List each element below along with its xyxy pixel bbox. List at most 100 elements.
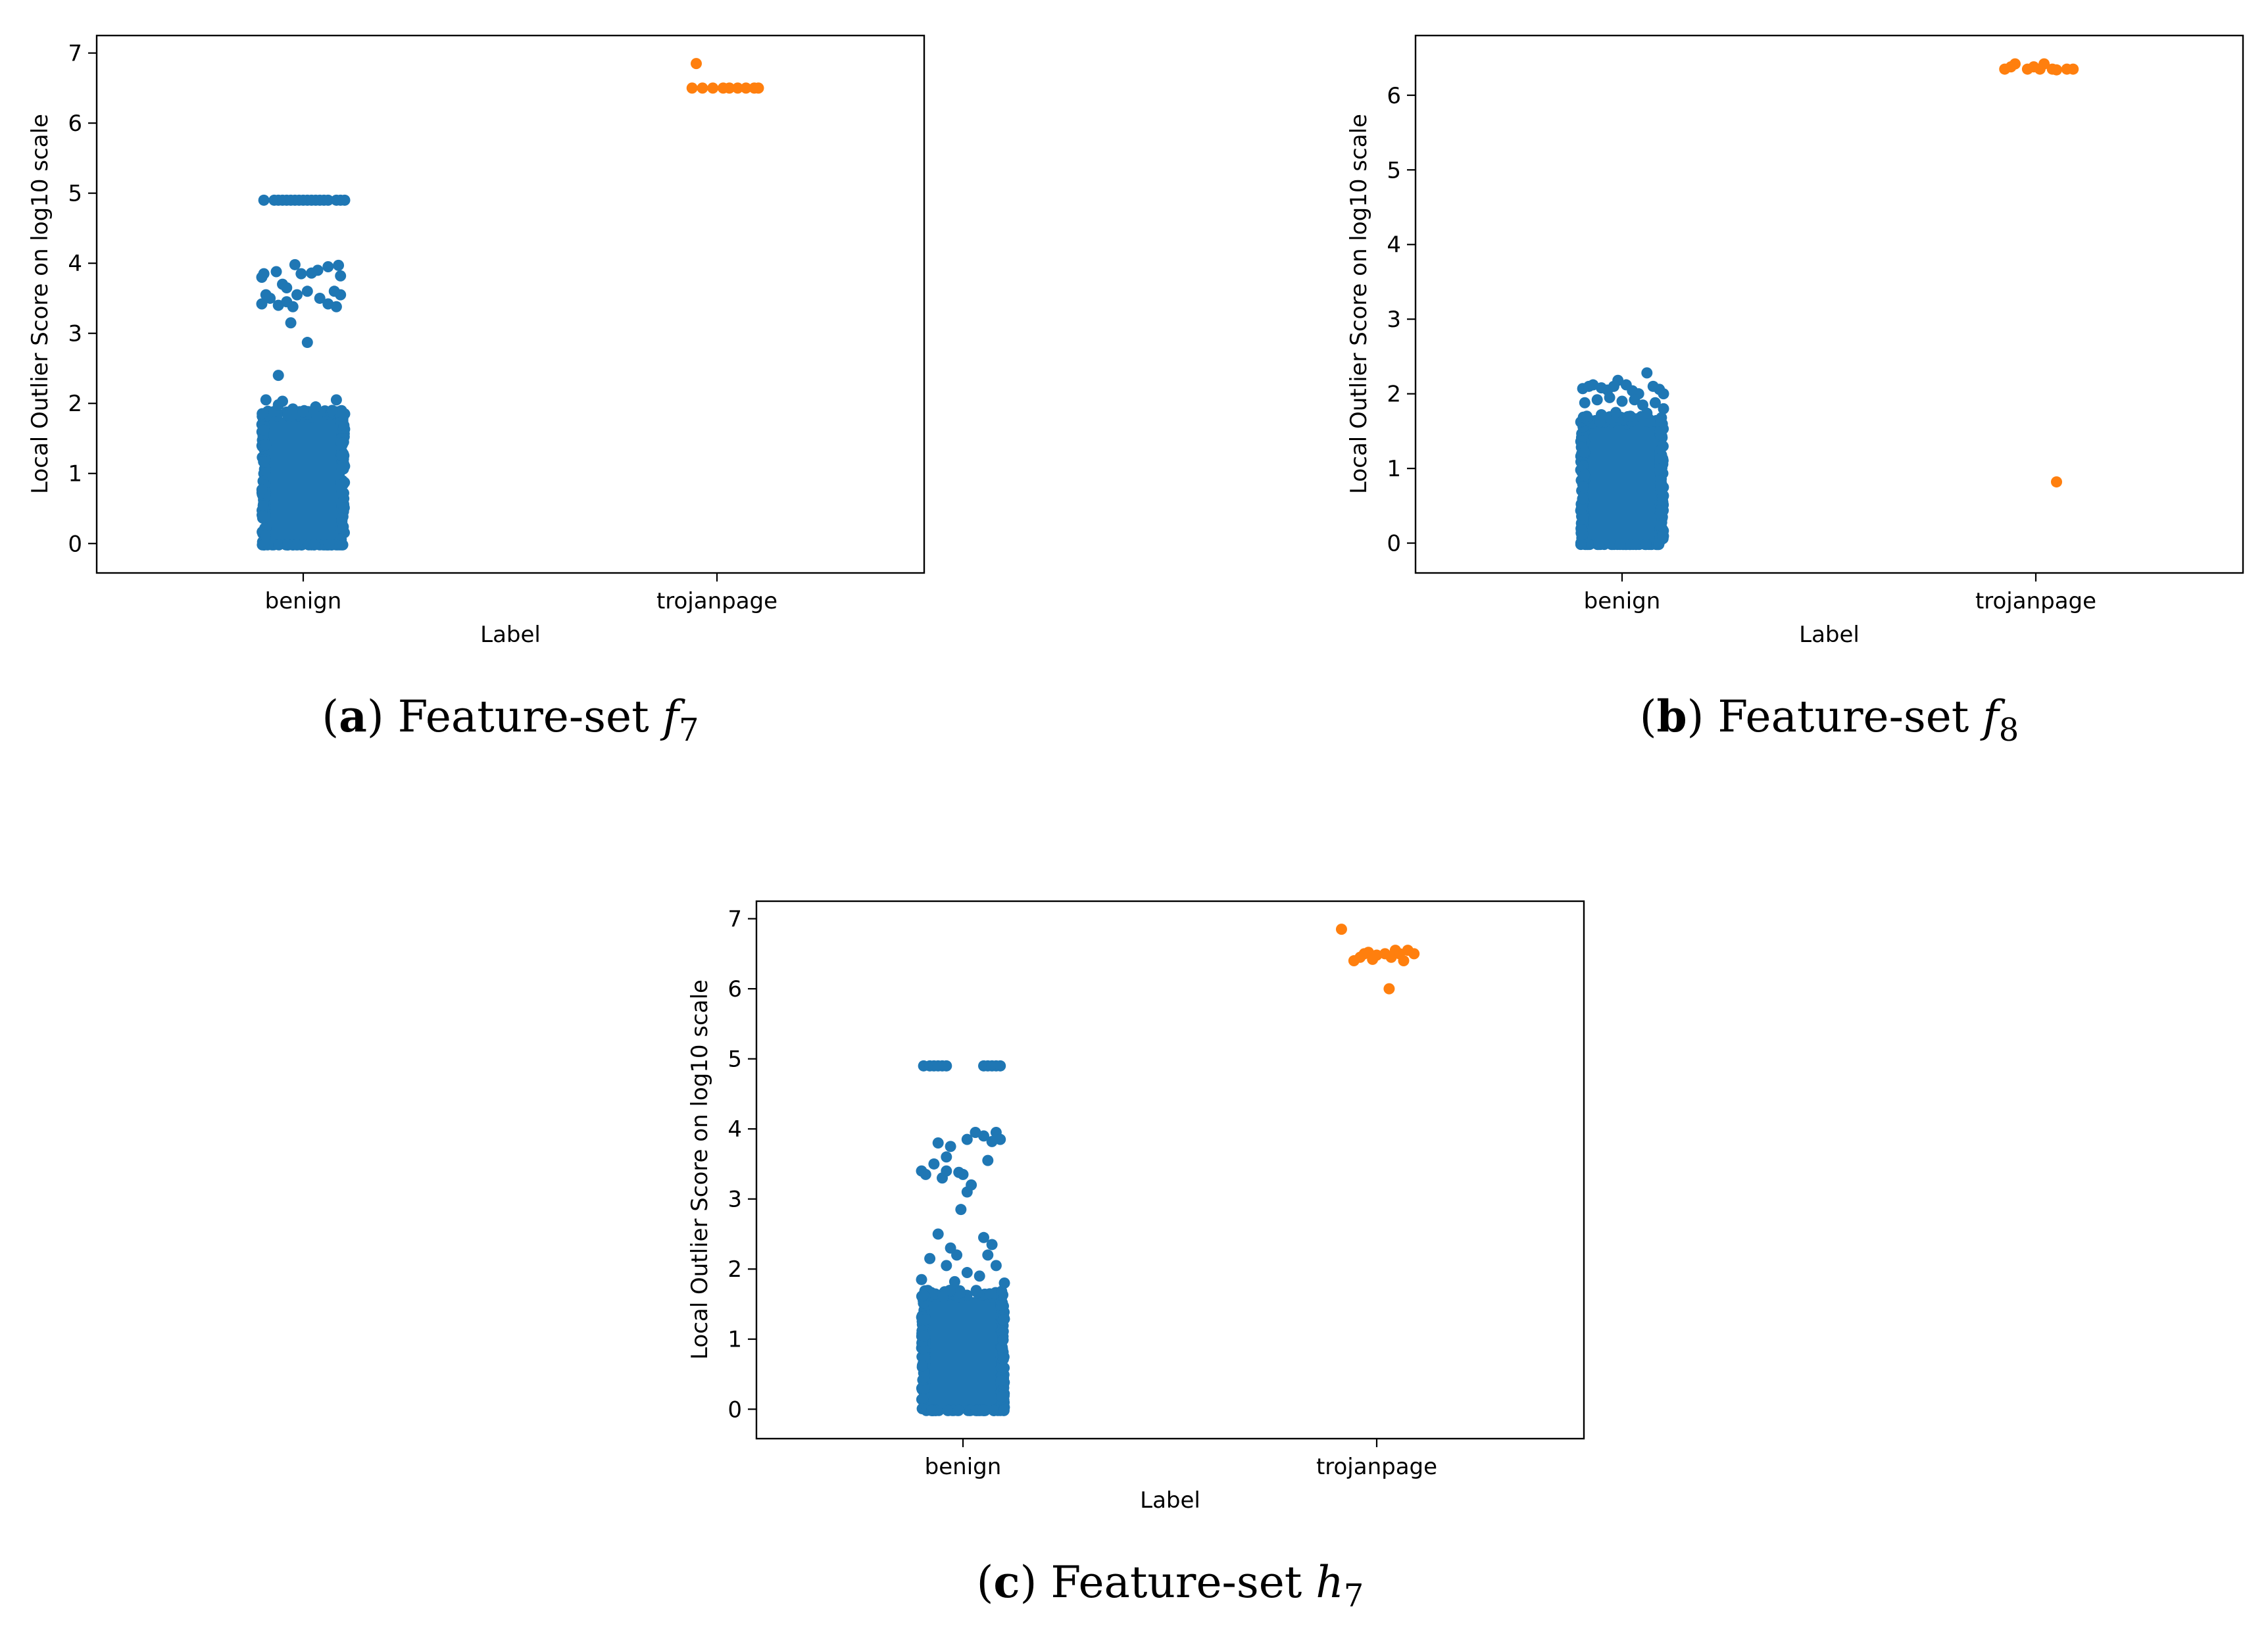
panel-a-trojanpage-point xyxy=(752,82,764,94)
panel-a-benign-point xyxy=(337,539,349,551)
panel-a-benign-point xyxy=(338,420,350,432)
panel-c-benign-point xyxy=(916,1360,928,1372)
panel-a-benign-point xyxy=(257,510,268,522)
panel-b-x-tick-label: benign xyxy=(1584,588,1661,614)
panel-c-benign-point xyxy=(918,1289,929,1300)
panel-b-benign-point xyxy=(1641,367,1653,379)
panel-b-benign-point xyxy=(1591,394,1603,406)
panel-b-x-axis-label: Label xyxy=(1799,622,1860,648)
panel-a-benign-point xyxy=(328,285,340,297)
panel-c-y-tick-label: 4 xyxy=(727,1116,742,1143)
panel-a-benign-point xyxy=(281,282,293,293)
panel-c-benign-point xyxy=(978,1130,989,1142)
panel-a-benign-point xyxy=(258,424,270,436)
panel-a-caption-letter: a xyxy=(339,691,367,742)
panel-b-y-ticks: 0 1 2 3 4 5 6 xyxy=(1387,83,1416,557)
panel-c-benign-point xyxy=(988,1404,1000,1416)
panel-c-benign-point xyxy=(995,1060,1006,1072)
panel-a-caption-text: Feature-set xyxy=(398,691,649,742)
panel-a-chart: 0 1 2 3 4 5 6 7 benign trojanpage Label Local O… xyxy=(27,34,925,749)
panel-b-axes-frame xyxy=(1414,34,2244,574)
panel-a-caption: (a) Feature-set f7 xyxy=(322,691,699,749)
panel-a-benign-point xyxy=(256,483,268,495)
panel-b-benign-point xyxy=(1655,520,1667,532)
panel-c-trojanpage-point xyxy=(1383,983,1395,995)
panel-a-axes-frame xyxy=(95,34,925,574)
panel-a-benign-point xyxy=(336,450,348,462)
panel-b-caption-text: Feature-set xyxy=(1717,691,1969,742)
panel-c-benign-dense-band xyxy=(922,1297,1004,1410)
panel-a-benign-point xyxy=(337,478,349,489)
panel-c-y-tick-label: 7 xyxy=(727,906,742,933)
panel-a-benign-point xyxy=(314,292,326,304)
panel-b-x-ticks: benign trojanpage xyxy=(1584,573,2096,614)
panel-b-y-tick-label: 6 xyxy=(1387,83,1401,109)
panel-c-benign-point xyxy=(984,1288,996,1300)
panel-b-benign-point xyxy=(1653,539,1665,551)
panel-c-y-tick-label: 0 xyxy=(727,1397,742,1423)
panel-a-x-tick-label: benign xyxy=(265,588,342,614)
panel-c-benign-point xyxy=(997,1334,1009,1346)
panel-a-trojanpage-point xyxy=(707,82,719,94)
panel-c-benign-point xyxy=(961,1133,973,1145)
panel-a-y-tick-label: 4 xyxy=(68,251,82,277)
panel-b-benign-point xyxy=(1654,463,1665,475)
panel-b-chart: 0 1 2 3 4 5 6 benign trojanpage Label Local Ou… xyxy=(1346,34,2244,749)
panel-a-benign-point xyxy=(260,530,272,541)
panel-a-trojanpage-point xyxy=(691,58,702,70)
panel-c-y-axis-label: Local Outlier Score on log10 scale xyxy=(687,979,713,1360)
panel-a-benign-point xyxy=(330,301,342,312)
panel-a-benign-point xyxy=(291,289,303,301)
panel-c-benign-point xyxy=(920,1314,931,1325)
panel-c-benign-point xyxy=(924,1252,936,1264)
panel-c-benign-point xyxy=(951,1249,963,1261)
panel-a-benign-point xyxy=(260,394,272,406)
panel-c-benign-point xyxy=(961,1186,973,1198)
panel-b-trojanpage-point xyxy=(2038,58,2050,70)
panel-b-benign-dense-band xyxy=(1581,424,1664,543)
panel-b-benign-point xyxy=(1625,410,1637,422)
panel-c-benign-point xyxy=(952,1404,964,1416)
panel-c-benign-point xyxy=(942,1404,954,1416)
panel-a-benign-point xyxy=(308,539,320,551)
panel-b-benign-point xyxy=(1658,505,1669,516)
panel-b-benign-point xyxy=(1644,416,1656,428)
panel-a-benign-point xyxy=(260,439,272,451)
panel-b-y-tick-label: 2 xyxy=(1387,382,1401,408)
panel-b-y-tick-label: 4 xyxy=(1387,232,1401,259)
panel-c-benign-point xyxy=(945,1285,956,1297)
panel-c-benign-point xyxy=(954,1287,966,1299)
panel-a-benign-point xyxy=(333,259,345,271)
panel-b-benign-point xyxy=(1655,480,1667,492)
panel-b-benign-point xyxy=(1610,407,1622,418)
panel-c-benign-point xyxy=(974,1270,985,1282)
panel-a-y-tick-label: 5 xyxy=(68,181,82,207)
panel-c-x-tick-label: trojanpage xyxy=(1316,1454,1437,1480)
panel-c-caption-symbol: h xyxy=(1316,1557,1344,1608)
panel-c-y-tick-label: 3 xyxy=(727,1187,742,1213)
panel-a-benign-point xyxy=(311,410,323,422)
panel-b-benign-point xyxy=(1658,388,1669,400)
panel-c-benign-point xyxy=(918,1330,930,1342)
panel-a-benign-point xyxy=(258,194,270,206)
panel-c-y-tick-label: 6 xyxy=(727,976,742,1003)
panel-b-caption: (b) Feature-set f8 xyxy=(1640,691,2019,749)
panel-a-benign-point xyxy=(336,463,348,475)
panel-c-benign-point xyxy=(997,1314,1009,1326)
panel-b-benign-point xyxy=(1614,539,1626,551)
panel-b-benign-point xyxy=(1656,412,1667,424)
panel-a-benign-point xyxy=(273,539,285,551)
panel-c-benign-point xyxy=(990,1260,1002,1272)
panel-b-benign-point xyxy=(1581,410,1592,422)
panel-c-caption: (c) Feature-set h7 xyxy=(977,1556,1364,1614)
panel-b-trojanpage-point xyxy=(2009,58,2021,70)
panel-b-benign-point xyxy=(1654,453,1666,464)
panel-c-trojanpage-point xyxy=(1371,949,1383,961)
panel-b-benign-point xyxy=(1596,408,1607,420)
panel-a-benign-point xyxy=(291,539,303,551)
panel-b-benign-point xyxy=(1577,493,1589,505)
panel-a-trojanpage-point xyxy=(697,82,708,94)
panel-a-trojanpage-point xyxy=(732,82,743,94)
panel-c-points xyxy=(916,924,1420,1416)
